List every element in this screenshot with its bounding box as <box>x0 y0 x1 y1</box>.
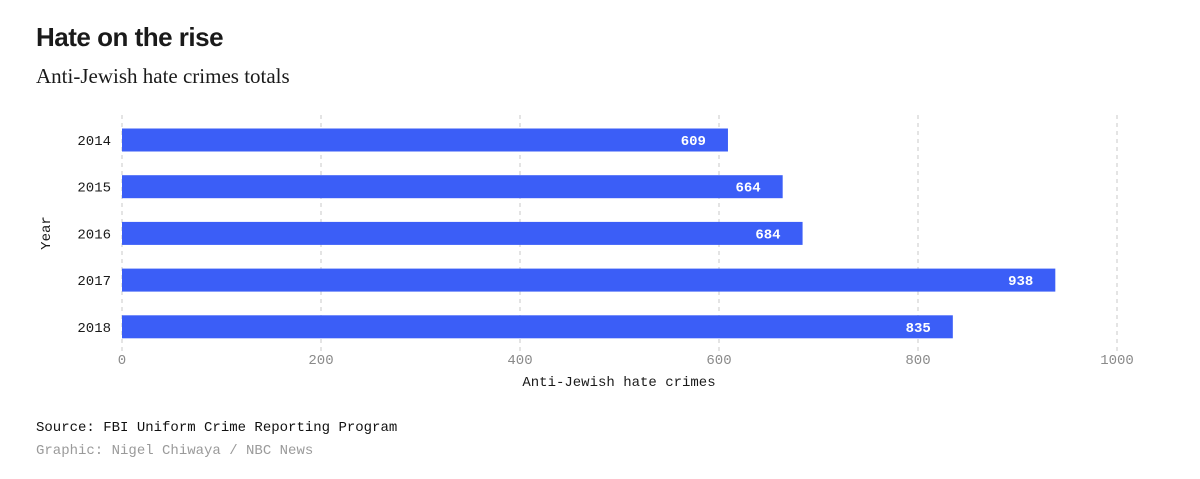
category-label: 2015 <box>77 181 111 197</box>
bar <box>122 221 803 245</box>
bar-value-label: 684 <box>755 227 780 243</box>
category-label: 2016 <box>77 227 111 243</box>
category-labels: 2014 2015 2016 2017 2018 <box>77 134 111 337</box>
bar <box>122 175 783 199</box>
bar-value-label: 835 <box>906 321 931 337</box>
x-tick-labels: 0 200 400 600 800 1000 <box>118 353 1134 369</box>
chart-subtitle: Anti-Jewish hate crimes totals <box>36 64 290 88</box>
x-tick-label: 200 <box>308 353 333 369</box>
bar <box>122 268 1056 292</box>
bar <box>122 128 728 152</box>
graphic-credit: Graphic: Nigel Chiwaya / NBC News <box>36 443 314 459</box>
x-tick-label: 600 <box>706 353 731 369</box>
x-axis-label: Anti-Jewish hate crimes <box>522 375 715 391</box>
x-tick-label: 400 <box>507 353 532 369</box>
bar-value-label: 938 <box>1008 274 1033 290</box>
chart-title: Hate on the rise <box>36 22 224 52</box>
bars <box>122 128 1056 339</box>
bar-value-label: 609 <box>681 134 706 150</box>
category-label: 2018 <box>77 321 111 337</box>
bar-value-labels: 609 664 684 938 835 <box>681 134 1034 337</box>
source-note: Source: FBI Uniform Crime Reporting Prog… <box>36 420 398 436</box>
bar-value-label: 664 <box>735 181 760 197</box>
x-tick-label: 1000 <box>1100 353 1134 369</box>
y-axis-label: Year <box>39 216 55 250</box>
x-tick-label: 800 <box>905 353 930 369</box>
category-label: 2017 <box>77 274 111 290</box>
bar <box>122 315 953 339</box>
x-tick-label: 0 <box>118 353 126 369</box>
category-label: 2014 <box>77 134 111 150</box>
